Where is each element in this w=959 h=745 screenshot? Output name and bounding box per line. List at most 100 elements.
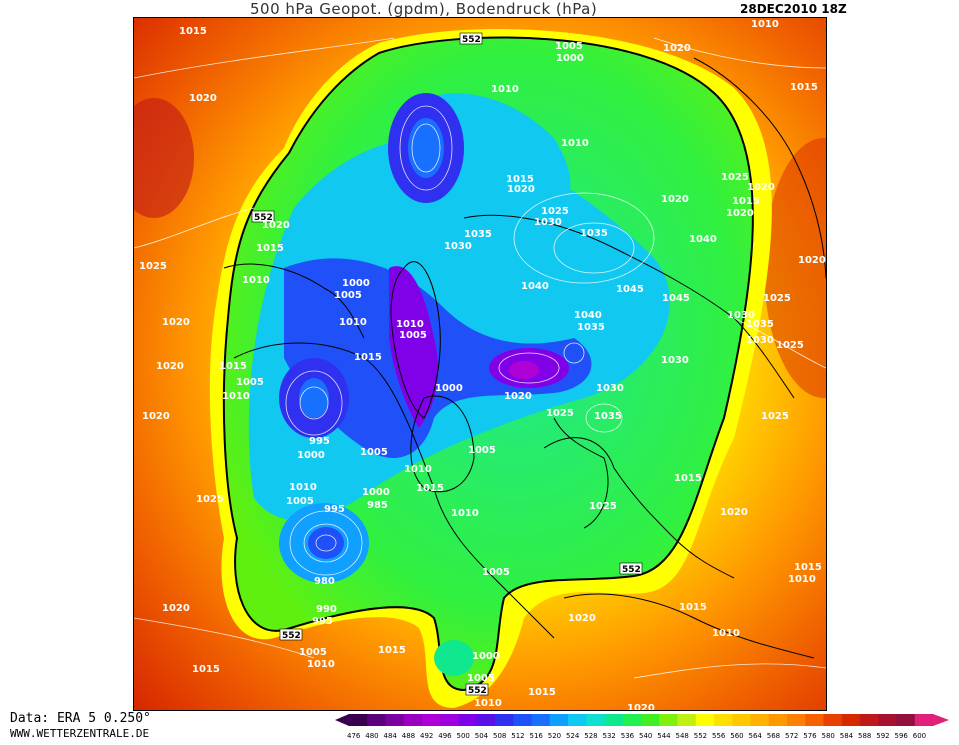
scale-swatch [732, 714, 751, 726]
contour-label-552: 552 [279, 628, 303, 641]
pressure-label: 1000 [556, 53, 584, 64]
scale-swatch [860, 714, 879, 726]
pressure-label: 1025 [589, 501, 617, 512]
pressure-label: 1035 [594, 411, 622, 422]
data-source: Data: ERA 5 0.250° [10, 711, 151, 726]
north-america-coast [233, 342, 555, 639]
asia-coast [693, 57, 826, 279]
pressure-label: 1025 [196, 494, 224, 505]
scale-label: 492 [420, 732, 433, 740]
pressure-label: 1005 [555, 41, 583, 52]
scale-label: 528 [584, 732, 597, 740]
pressure-label: 1020 [627, 703, 655, 710]
isobar-ring [399, 105, 453, 191]
scale-swatch [476, 714, 496, 726]
valid-date: 28DEC2010 18Z [740, 2, 847, 16]
isobar-ring [315, 534, 337, 552]
scale-swatch [513, 714, 532, 726]
svg-text:552: 552 [254, 213, 273, 223]
low-west-core [299, 378, 329, 418]
isobar-ring [585, 403, 623, 433]
scale-swatch [750, 714, 770, 726]
pressure-label: 1010 [404, 464, 432, 475]
scale-label: 600 [913, 732, 926, 740]
pressure-label: 1025 [776, 340, 804, 351]
isobar-line [733, 317, 826, 369]
scale-label: 516 [530, 732, 544, 740]
pressure-label: 1000 [435, 383, 463, 394]
scale-label: 476 [347, 732, 361, 740]
pressure-label: 1030 [727, 310, 755, 321]
low-south [434, 640, 474, 676]
scale-label: 580 [822, 732, 835, 740]
pressure-label: 1035 [464, 229, 492, 240]
scale-swatch [495, 714, 514, 726]
pressure-label: 1020 [507, 184, 535, 195]
pressure-label: 1035 [580, 228, 608, 239]
scale-swatch [823, 714, 843, 726]
color-scale: 476 480 484 488 492 496 500 504 508 512 516 520 524 5… [335, 714, 959, 741]
pressure-label: 1015 [416, 483, 444, 494]
scale-swatch [403, 714, 423, 726]
pressure-label: 1015 [219, 361, 247, 372]
contour-label-552: 552 [619, 562, 643, 575]
pressure-label: 1005 [299, 647, 327, 658]
pressure-label: 1020 [156, 361, 184, 372]
pressure-label: 1045 [616, 284, 644, 295]
pressure-label: 1010 [474, 698, 502, 709]
scale-label: 584 [840, 732, 854, 740]
pressure-label: 1015 [179, 26, 207, 37]
pressure-label: 1025 [546, 408, 574, 419]
isobar-ring [285, 370, 343, 436]
pressure-label: 1000 [297, 450, 325, 461]
pressure-label: 1010 [491, 84, 519, 95]
pressure-label: 1010 [561, 138, 589, 149]
scale-label: 548 [676, 732, 689, 740]
scale-swatch [367, 714, 386, 726]
pressure-label: 995 [309, 436, 330, 447]
scale-swatch [622, 714, 642, 726]
pressure-label: 1020 [504, 391, 532, 402]
purple-low-core [509, 361, 539, 379]
pressure-label: 1040 [574, 310, 602, 321]
purple-trough [389, 266, 439, 428]
scale-label: 508 [493, 732, 506, 740]
contour-label-552: 552 [465, 683, 489, 696]
scale-label: 520 [548, 732, 561, 740]
scale-label: 536 [621, 732, 635, 740]
pressure-label: 1015 [674, 473, 702, 484]
pressure-label: 1005 [286, 496, 314, 507]
pressure-label: 1015 [378, 645, 406, 656]
pressure-label: 1005 [482, 567, 510, 578]
scale-arrow-left [335, 714, 349, 726]
isobar-line [134, 207, 255, 249]
low-southwest-core [308, 527, 344, 559]
pressure-label: 1010 [339, 317, 367, 328]
pressure-label: 1020 [798, 255, 826, 266]
pressure-label: 1015 [679, 602, 707, 613]
pressure-label: 1010 [222, 391, 250, 402]
scale-swatch [841, 714, 861, 726]
pressure-labels: 1015 1020 1025 1020 1020 1020 1025 1020 1015 1005… [139, 19, 826, 710]
pressure-label: 1015 [790, 82, 818, 93]
blue-trough [284, 258, 592, 458]
pressure-label: 1030 [746, 335, 774, 346]
scale-swatch [458, 714, 478, 726]
pressure-label: 985 [367, 500, 388, 511]
scale-swatch [641, 714, 660, 726]
scale-swatch [531, 714, 551, 726]
pressure-label: 995 [324, 504, 345, 515]
svg-text:552: 552 [282, 631, 301, 641]
pressure-label: 1040 [689, 234, 717, 245]
pressure-label: 1035 [577, 322, 605, 333]
pressure-label: 1030 [596, 383, 624, 394]
europe-coast [543, 437, 735, 579]
pressure-label: 1015 [528, 687, 556, 698]
pressure-label: 1010 [396, 319, 424, 330]
pressure-label: 1025 [761, 411, 789, 422]
pressure-label: 1035 [746, 319, 774, 330]
pressure-label: 980 [314, 576, 335, 587]
scale-swatch [896, 714, 916, 726]
website: WWW.WETTERZENTRALE.DE [10, 727, 150, 740]
svg-text:552: 552 [462, 35, 481, 45]
